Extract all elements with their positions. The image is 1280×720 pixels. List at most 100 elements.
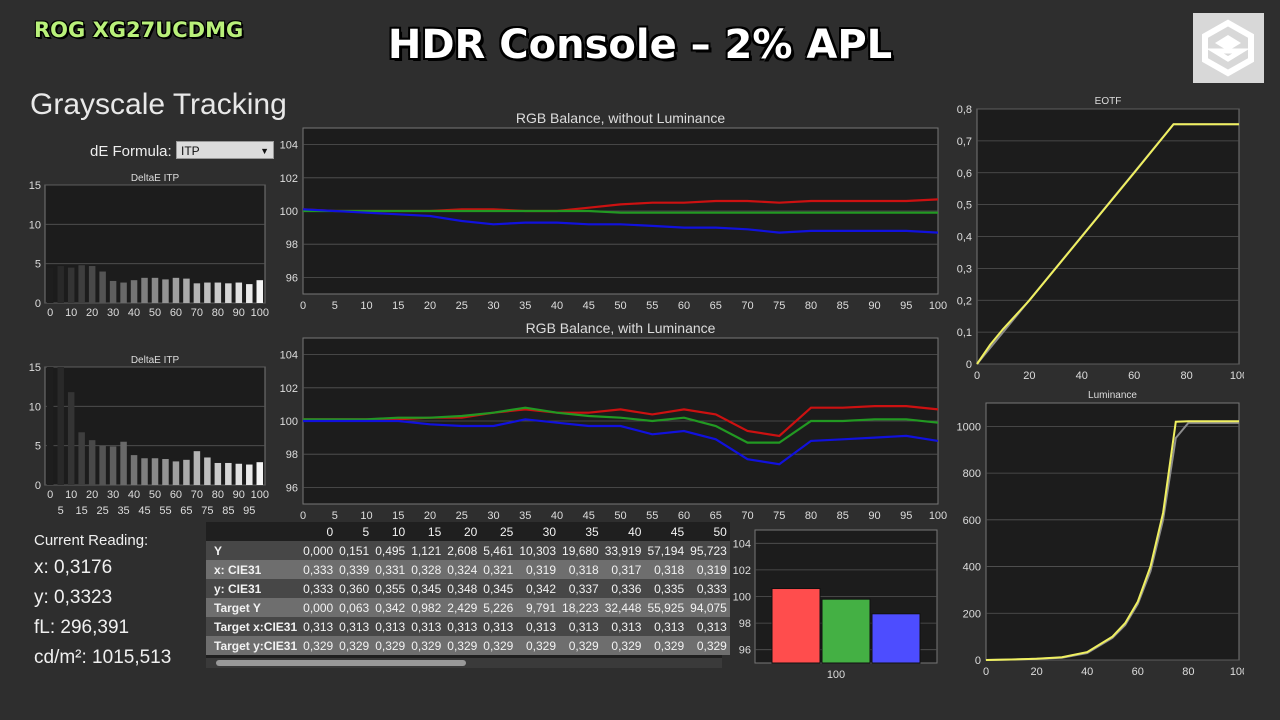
y-tick-label: 104 (733, 538, 751, 550)
x-tick-label: 70 (191, 307, 203, 319)
table-scrollbar[interactable] (206, 658, 722, 668)
y-tick-label: 200 (963, 608, 981, 620)
x-tick-label: 85 (837, 300, 849, 312)
bar (99, 445, 106, 485)
bar (130, 280, 138, 303)
table-cell: 33,919 (601, 541, 645, 560)
x-tick-label: 50 (614, 300, 626, 312)
table-cell: 0,328 (408, 560, 445, 579)
x-tick-label: 10 (65, 307, 77, 319)
x-tick-label: 60 (170, 489, 182, 501)
table-cell: 18,223 (559, 598, 602, 617)
table-row: Target x:CIE31 0,313 0,313 0,313 0,313 0,313 0… (206, 617, 730, 636)
x-tick-label: 15 (76, 505, 88, 517)
section-title: Grayscale Tracking (30, 88, 287, 121)
table-cell: 5,461 (480, 541, 517, 560)
table-cell: 0,345 (480, 579, 517, 598)
y-tick-label: 5 (35, 441, 41, 453)
bar (151, 277, 159, 303)
header-cell: 0 (300, 522, 337, 541)
header-cell: 5 (336, 522, 373, 541)
x-tick-label: 15 (392, 510, 404, 520)
bar (88, 440, 96, 485)
header-cell: 50 (687, 522, 730, 541)
rgb-balance-chart: RGB Balance, without Luminance9698100102… (280, 110, 948, 312)
table-cell: 0,329 (444, 636, 481, 655)
bar (151, 458, 159, 485)
bar (172, 461, 180, 485)
x-tick-label: 20 (86, 307, 98, 319)
y-tick-label: 102 (280, 173, 298, 185)
header-cell: 30 (516, 522, 560, 541)
x-tick-label: 60 (678, 300, 690, 312)
x-tick-label: 40 (128, 307, 140, 319)
x-tick-label: 75 (773, 300, 785, 312)
x-tick-label: 20 (424, 300, 436, 312)
x-tick-label: 45 (583, 300, 595, 312)
y-tick-label: 96 (286, 482, 298, 494)
y-tick-label: 0 (966, 359, 972, 371)
y-tick-label: 600 (963, 515, 981, 527)
de-formula-select[interactable]: ITP ▼ (176, 141, 274, 159)
bar (162, 279, 169, 303)
table-cell: 0,319 (516, 560, 560, 579)
table-cell: 0,313 (559, 617, 602, 636)
x-tick-label: 20 (424, 510, 436, 520)
bar (204, 457, 211, 485)
table-cell: 0,313 (300, 617, 337, 636)
bar (225, 462, 232, 485)
header-cell: 15 (408, 522, 445, 541)
series-line-blue (303, 418, 939, 466)
bar (214, 282, 222, 303)
table-cell: 0,331 (372, 560, 409, 579)
x-tick-label: 20 (86, 489, 98, 501)
x-tick-label: 85 (837, 510, 849, 520)
y-tick-label: 100 (280, 416, 298, 428)
x-tick-label: 20 (1030, 666, 1042, 678)
y-tick-label: 400 (963, 562, 981, 574)
series-line-green (303, 406, 939, 444)
table-cell: 2,429 (444, 598, 481, 617)
y-tick-label: 0,8 (957, 104, 972, 116)
table-row: Target y:CIE31 0,329 0,329 0,329 0,329 0,329 0… (206, 636, 730, 655)
current-reading-panel: Current Reading: x: 0,3176 y: 0,3323 fL:… (34, 532, 171, 677)
header-cell (206, 522, 301, 541)
bar (57, 266, 64, 303)
y-tick-label: 96 (739, 645, 751, 657)
table-cell: 0,313 (444, 617, 481, 636)
x-tick-label: 25 (456, 300, 468, 312)
x-tick-label: 5 (58, 505, 64, 517)
table-cell: 0,329 (644, 636, 688, 655)
chart-title: Luminance (1088, 390, 1137, 401)
x-tick-label: 80 (212, 307, 224, 319)
x-tick-label: 10 (360, 510, 372, 520)
x-tick-label: 40 (1081, 666, 1093, 678)
x-tick-label: 0 (300, 300, 306, 312)
chart-title: RGB Balance, with Luminance (526, 320, 716, 336)
x-tick-label: 35 (519, 510, 531, 520)
table-cell: 0,495 (372, 541, 409, 560)
header-cell: 45 (644, 522, 688, 541)
y-tick-label: 0 (35, 298, 41, 310)
table-cell: 0,000 (300, 598, 337, 617)
x-tick-label: 35 (519, 300, 531, 312)
chart-title: RGB Balance, without Luminance (516, 110, 726, 126)
table-cell: 0,313 (372, 617, 409, 636)
x-tick-label: 60 (1132, 666, 1144, 678)
x-tick-label: 35 (117, 505, 129, 517)
x-tick-label: 55 (159, 505, 171, 517)
table-cell: 0,355 (372, 579, 409, 598)
table-cell: 0,335 (644, 579, 688, 598)
bar (246, 284, 253, 303)
table-cell: 0,319 (687, 560, 730, 579)
bar (67, 392, 75, 485)
y-tick-label: 102 (280, 383, 298, 395)
header-cell: 35 (559, 522, 602, 541)
x-tick-label: 20 (1023, 370, 1035, 382)
table-header-row: 0 5 10 15 20 25 30 35 40 45 50 (206, 522, 730, 541)
scrollbar-thumb[interactable] (216, 660, 466, 666)
bar (109, 446, 117, 485)
y-tick-label: 15 (29, 180, 41, 192)
bar (235, 463, 243, 485)
bar (256, 280, 264, 303)
